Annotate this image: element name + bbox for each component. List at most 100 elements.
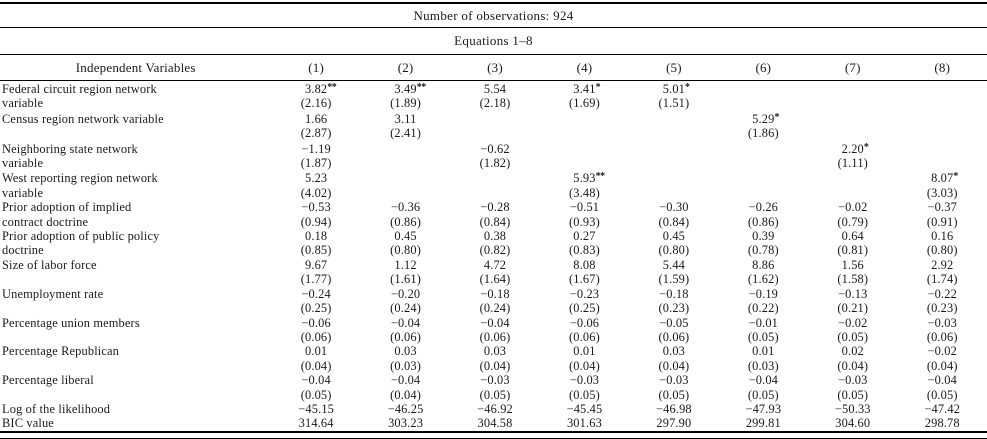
variable-label: Log of the likelihood	[2, 401, 111, 416]
stderr-cell: (0.06)	[658, 329, 690, 344]
coefficient-cell: −0.04	[390, 315, 421, 330]
stderr-cell: (0.82)	[479, 243, 511, 258]
coefficient-cell	[540, 111, 629, 126]
stderr-cell	[361, 156, 450, 170]
stderr-cell: (0.21)	[837, 301, 869, 316]
coefficient-cell: 8.08	[573, 257, 596, 272]
stderr-cell: (0.25)	[569, 301, 600, 316]
coefficient-cell: 5.93**	[573, 171, 605, 186]
coefficient-cell: 0.18	[304, 229, 328, 244]
coefficient-cell: 0.01	[573, 344, 596, 359]
stderr-cell	[629, 186, 718, 200]
variable-label	[0, 126, 271, 140]
stderr-cell: (1.11)	[837, 156, 868, 171]
coefficient-cell: 0.64	[841, 229, 864, 244]
standard-error-row: variable (4.02) (3.48) (3.03)	[0, 186, 987, 200]
coefficient-cell: −0.05	[659, 315, 689, 330]
column-header-equation-4: (4)	[539, 54, 630, 81]
coefficient-cell	[897, 111, 987, 126]
stderr-cell	[808, 96, 897, 110]
summary-cell: −47.93	[745, 401, 782, 416]
coefficient-cell: −0.22	[927, 286, 957, 301]
summary-cell: −45.45	[566, 401, 603, 416]
stderr-cell: (0.04)	[837, 358, 869, 373]
stderr-cell: (0.06)	[569, 329, 600, 344]
coefficient-cell: 0.03	[394, 344, 417, 359]
coefficient-cell: −0.24	[301, 286, 331, 301]
coefficient-cell: 3.82**	[304, 82, 337, 96]
coefficient-cell: −0.04	[480, 315, 510, 330]
coefficient-cell: −1.19	[301, 141, 331, 156]
coefficient-cell	[629, 141, 718, 156]
stderr-cell: (0.03)	[747, 358, 779, 373]
coefficient-cell: 0.27	[573, 229, 596, 244]
variable-label	[0, 272, 271, 286]
coefficient-cell	[629, 170, 718, 185]
coefficient-cell: 2.92	[931, 257, 954, 272]
stderr-cell	[897, 126, 987, 140]
variable-label: Prior adoption of public policy	[2, 229, 160, 244]
standard-error-row: variable (1.87) (1.82) (1.11)	[0, 156, 987, 170]
variable-label: variable	[2, 96, 44, 111]
summary-row: BIC value 314.64 303.23 304.58 301.63 297.90 2…	[0, 416, 987, 431]
stderr-cell: (0.06)	[390, 329, 421, 344]
stderr-cell: (2.16)	[300, 96, 332, 111]
column-header-equation-2: (2)	[360, 54, 451, 81]
stderr-cell: (1.87)	[300, 156, 332, 171]
stderr-cell: (0.83)	[569, 243, 600, 258]
stderr-cell	[808, 186, 897, 200]
stderr-cell: (0.80)	[926, 243, 958, 258]
standard-error-row: (0.25) (0.24) (0.24) (0.25) (0.23) (0.22) (0.2…	[0, 301, 987, 315]
summary-cell: 304.60	[835, 416, 871, 431]
stderr-cell: (0.79)	[837, 214, 869, 229]
coefficient-cell: −0.20	[390, 286, 421, 301]
bottom-rule	[0, 437, 987, 439]
variable-label: BIC value	[2, 416, 54, 431]
column-header-equation-6: (6)	[718, 54, 809, 81]
summary-cell: 297.90	[656, 416, 692, 431]
column-header-equation-5: (5)	[629, 54, 719, 81]
stderr-cell: (1.64)	[479, 272, 511, 287]
coefficient-cell: −0.06	[301, 315, 331, 330]
stderr-cell	[719, 156, 808, 170]
coefficient-row: West reporting region network 5.23 5.93** 8…	[0, 170, 987, 185]
stderr-cell: (0.06)	[926, 329, 958, 344]
stderr-cell: (0.93)	[569, 214, 600, 229]
coefficient-cell	[540, 141, 629, 156]
summary-cell: 314.64	[298, 416, 334, 431]
stderr-cell	[719, 96, 808, 110]
coefficient-cell: 0.01	[752, 344, 775, 359]
stderr-cell: (2.87)	[300, 126, 332, 141]
standard-error-row: (0.06) (0.06) (0.06) (0.06) (0.06) (0.05) (0.0…	[0, 330, 987, 344]
coefficient-cell: 0.38	[483, 229, 507, 244]
stderr-cell: (0.05)	[747, 387, 779, 402]
coefficient-row: Federal circuit region network 3.82** 3.49…	[0, 81, 987, 97]
column-header-equation-8: (8)	[897, 54, 987, 81]
coefficient-cell: 1.66	[304, 111, 328, 126]
coefficient-cell: −0.03	[569, 373, 600, 388]
variable-label: Neighboring state network	[2, 141, 138, 156]
coefficient-cell: −0.53	[301, 200, 331, 215]
coefficient-cell: 1.56	[841, 257, 864, 272]
coefficient-cell	[361, 141, 450, 156]
coefficient-cell: −0.01	[748, 315, 779, 330]
coefficient-cell: 5.01*	[662, 82, 690, 96]
stderr-cell: (1.59)	[658, 272, 690, 287]
coefficient-cell	[719, 141, 808, 156]
stderr-cell: (0.81)	[837, 243, 869, 258]
coefficient-cell: 0.03	[662, 344, 686, 359]
stderr-cell: (0.84)	[658, 214, 690, 229]
coefficient-row: Neighboring state network −1.19 −0.62 2.20*	[0, 141, 987, 156]
summary-cell: −47.42	[924, 401, 961, 416]
stderr-cell: (4.02)	[300, 185, 332, 200]
coefficient-cell: −0.04	[748, 373, 779, 388]
coefficient-cell: 5.29*	[752, 111, 779, 126]
stderr-cell	[808, 126, 897, 140]
coefficient-cell	[629, 111, 718, 126]
coefficient-row: Prior adoption of implied −0.53 −0.36 −0.28…	[0, 200, 987, 214]
summary-cell: −50.33	[834, 401, 871, 416]
coefficient-cell: −0.62	[480, 141, 510, 156]
stderr-cell: (2.41)	[390, 126, 421, 141]
coefficient-cell: −0.04	[390, 373, 421, 388]
coefficient-row: Percentage union members −0.06 −0.04 −0.04 −…	[0, 316, 987, 330]
